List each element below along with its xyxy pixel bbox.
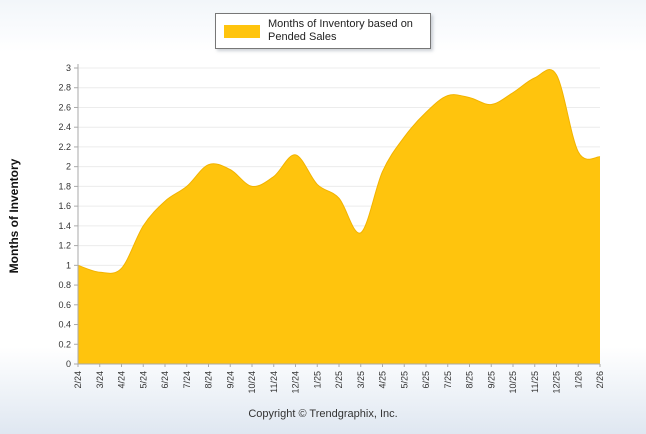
- x-tick-label: 2/26: [595, 371, 605, 389]
- y-tick-label: 1.4: [58, 221, 71, 231]
- x-tick-label: 11/24: [269, 371, 279, 393]
- y-tick-label: 3: [66, 63, 71, 73]
- x-tick-label: 12/25: [552, 371, 562, 394]
- y-tick-label: 1.8: [58, 181, 71, 191]
- x-tick-label: 6/24: [160, 371, 170, 389]
- x-tick-label: 8/24: [204, 371, 214, 389]
- x-tick-label: 4/24: [117, 371, 127, 389]
- y-tick-label: 0.4: [58, 320, 71, 330]
- chart-legend: Months of Inventory based on Pended Sale…: [215, 13, 431, 49]
- x-tick-label: 7/24: [182, 371, 192, 389]
- y-tick-label: 0.8: [58, 280, 71, 290]
- x-tick-label: 11/25: [530, 371, 540, 393]
- x-tick-label: 4/25: [378, 371, 388, 389]
- x-tick-label: 3/24: [95, 371, 105, 389]
- x-tick-label: 12/24: [291, 371, 301, 394]
- x-tick-label: 5/24: [138, 371, 148, 389]
- y-tick-label: 2: [66, 162, 71, 172]
- x-tick-label: 9/25: [486, 371, 496, 389]
- x-tick-label: 5/25: [399, 371, 409, 389]
- area-series-edge: [77, 69, 601, 274]
- copyright-text: Copyright © Trendgraphix, Inc.: [248, 408, 398, 420]
- y-tick-label: 1: [66, 260, 71, 270]
- x-tick-label: 10/25: [508, 371, 518, 394]
- legend-label: Months of Inventory based on Pended Sale…: [268, 18, 413, 43]
- y-tick-label: 1.6: [58, 201, 71, 211]
- x-tick-label: 3/25: [356, 371, 366, 389]
- y-tick-label: 0: [66, 359, 71, 369]
- area-series-fill: [78, 69, 600, 365]
- x-tick-label: 9/24: [225, 371, 235, 389]
- y-tick-label: 2.6: [58, 102, 71, 112]
- x-tick-label: 10/24: [247, 371, 257, 394]
- x-tick-label: 7/25: [443, 371, 453, 389]
- y-tick-label: 1.2: [58, 241, 71, 251]
- x-tick-label: 2/25: [334, 371, 344, 389]
- x-tick-label: 6/25: [421, 371, 431, 389]
- x-tick-label: 1/26: [573, 371, 583, 389]
- y-tick-label: 2.2: [58, 142, 71, 152]
- y-tick-label: 2.8: [58, 83, 71, 93]
- y-axis-title: Months of Inventory: [7, 158, 21, 273]
- x-tick-label: 2/24: [73, 371, 83, 389]
- x-tick-label: 8/25: [465, 371, 475, 389]
- y-tick-label: 2.4: [58, 122, 71, 132]
- legend-swatch-icon: [224, 24, 260, 38]
- x-tick-label: 1/25: [312, 371, 322, 389]
- y-tick-label: 0.6: [58, 300, 71, 310]
- y-tick-label: 0.2: [58, 339, 71, 349]
